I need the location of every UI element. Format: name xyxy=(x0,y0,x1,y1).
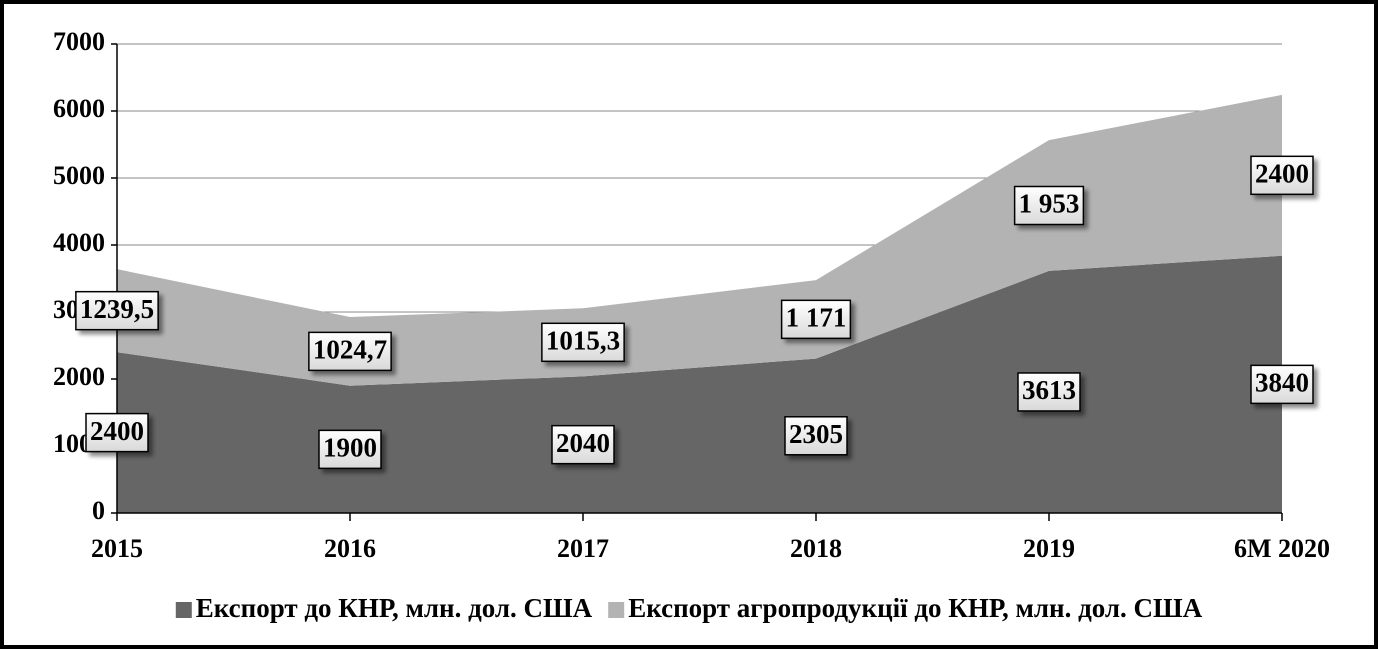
x-tick-label: 2018 xyxy=(790,534,842,563)
data-label: 1900 xyxy=(323,433,377,463)
x-tick-label: 2016 xyxy=(324,534,376,563)
legend-swatch xyxy=(608,602,625,618)
data-label-box xyxy=(541,322,625,363)
legend-label: Експорт до КНР, млн. дол. США xyxy=(196,593,593,623)
y-tick-label: 4000 xyxy=(53,228,105,257)
y-tick-label: 6000 xyxy=(53,94,105,123)
data-label: 2400 xyxy=(90,416,144,446)
data-label: 3613 xyxy=(1022,375,1076,405)
data-label-box xyxy=(1250,155,1314,196)
data-label-box xyxy=(784,416,848,456)
data-label-box xyxy=(85,412,149,453)
data-label-box xyxy=(308,331,392,372)
data-label-box xyxy=(1250,364,1314,405)
area xyxy=(117,255,1282,513)
data-label-box xyxy=(1017,372,1081,412)
data-label-box xyxy=(318,429,382,470)
legend-label: Експорт агропродукції до КНР, млн. дол. … xyxy=(628,593,1203,623)
legend-swatch xyxy=(175,602,192,618)
data-label: 1 171 xyxy=(786,303,847,333)
y-tick-label: 5000 xyxy=(53,161,105,190)
area xyxy=(117,94,1282,386)
data-label: 2305 xyxy=(789,419,843,449)
data-label: 1 953 xyxy=(1019,189,1080,219)
y-tick-label: 2000 xyxy=(53,362,105,391)
data-label: 1015,3 xyxy=(546,326,620,356)
data-label: 2040 xyxy=(556,428,610,458)
y-tick-label: 0 xyxy=(92,496,105,525)
x-tick-label: 2019 xyxy=(1023,534,1075,563)
data-label-box xyxy=(551,424,615,465)
x-tick-label: 2017 xyxy=(557,534,609,563)
data-label-box xyxy=(1013,185,1085,226)
data-label: 1239,5 xyxy=(80,294,154,324)
x-tick-label: 6M 2020 xyxy=(1234,534,1330,563)
data-label: 1024,7 xyxy=(313,335,387,365)
x-tick-label: 2015 xyxy=(91,534,143,563)
data-label-box xyxy=(75,290,159,331)
data-label: 2400 xyxy=(1255,159,1309,189)
data-label-box xyxy=(780,299,852,340)
data-label: 3840 xyxy=(1255,368,1309,398)
y-tick-label: 7000 xyxy=(53,27,105,56)
